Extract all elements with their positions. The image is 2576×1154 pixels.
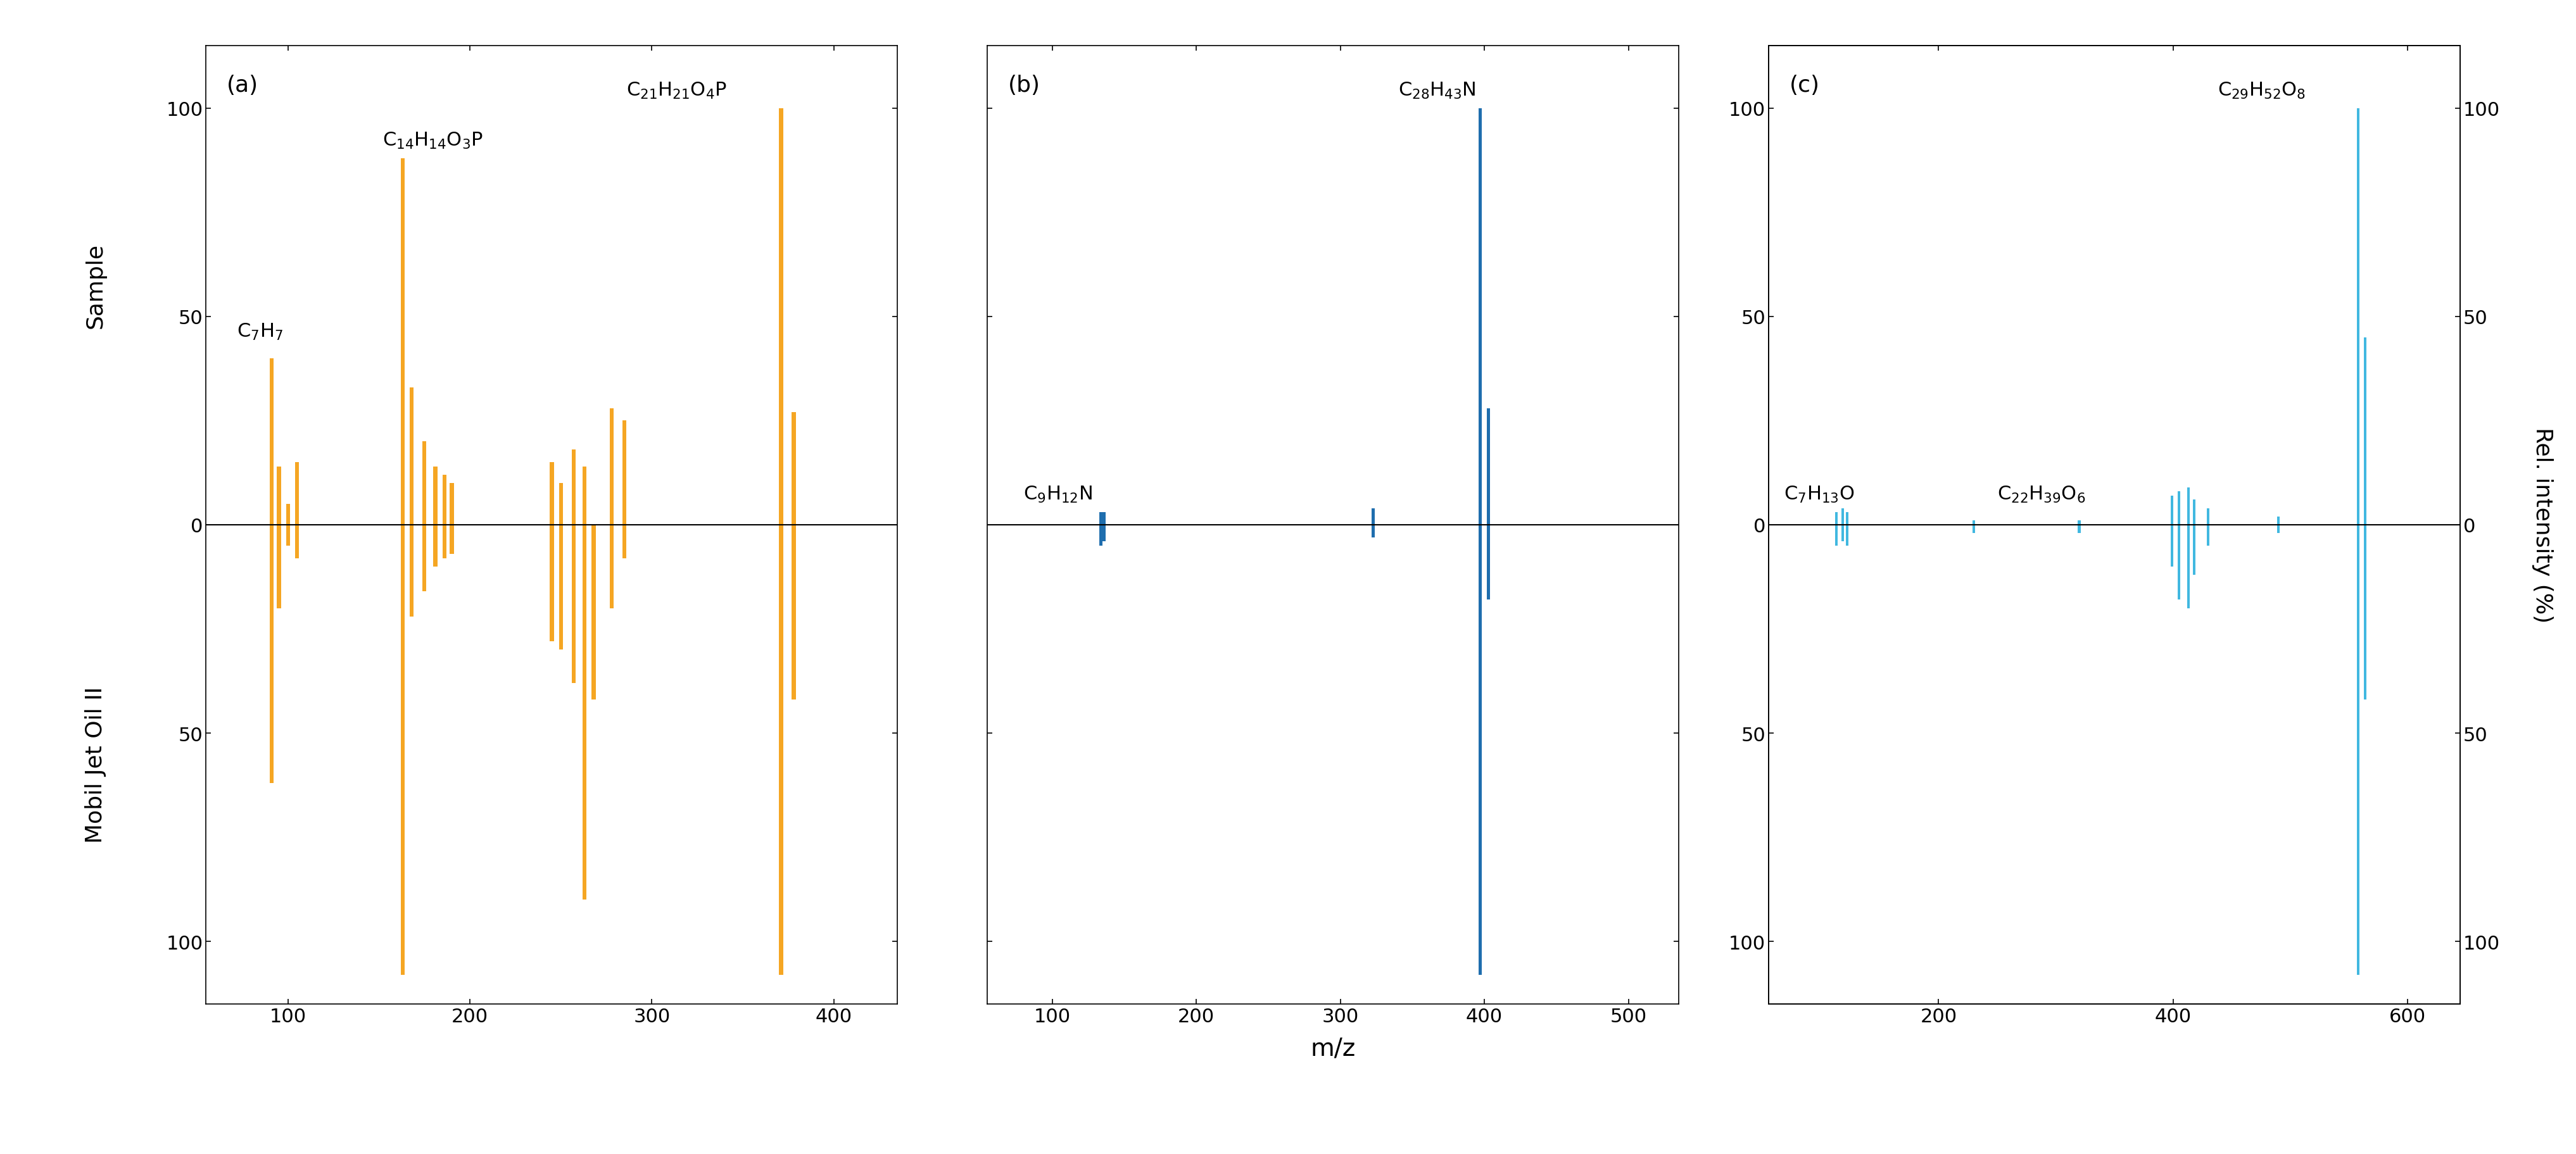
Bar (1103, 512, 1105, 525)
Text: Mobil Jet Oil II: Mobil Jet Oil II (85, 687, 106, 842)
Bar (286, 525, 291, 546)
Bar (778, 108, 783, 525)
Bar (276, 525, 281, 608)
Bar (1479, 525, 1481, 975)
Bar (410, 388, 415, 525)
Bar (2208, 509, 2210, 525)
Bar (592, 525, 595, 700)
Bar (582, 525, 587, 900)
Bar (2079, 525, 2081, 533)
Bar (1842, 525, 1844, 541)
Bar (1100, 512, 1103, 525)
Text: (a): (a) (227, 75, 258, 97)
Bar (2208, 525, 2210, 546)
Bar (2079, 520, 2081, 525)
Bar (402, 158, 404, 525)
Text: C$_9$H$_{12}$N: C$_9$H$_{12}$N (1023, 485, 1092, 504)
Bar (1100, 525, 1103, 546)
Bar (1486, 409, 1492, 525)
Bar (2357, 525, 2360, 975)
Bar (422, 442, 428, 525)
Text: (b): (b) (1007, 75, 1041, 97)
Bar (623, 421, 626, 525)
Bar (1973, 525, 1976, 533)
Bar (402, 525, 404, 975)
Bar (2365, 525, 2367, 700)
Text: C$_7$H$_{13}$O: C$_7$H$_{13}$O (1785, 485, 1855, 504)
Bar (778, 525, 783, 975)
Bar (2277, 517, 2280, 525)
Bar (611, 525, 613, 608)
Bar (1834, 525, 1837, 546)
Bar (443, 525, 446, 559)
Bar (296, 525, 299, 559)
Bar (451, 484, 453, 525)
Bar (2277, 525, 2280, 533)
Bar (2357, 108, 2360, 525)
Bar (1834, 512, 1837, 525)
Text: C$_{29}$H$_{52}$O$_8$: C$_{29}$H$_{52}$O$_8$ (2218, 81, 2306, 100)
Bar (2192, 500, 2195, 525)
Bar (443, 475, 446, 525)
Text: C$_{28}$H$_{43}$N: C$_{28}$H$_{43}$N (1399, 81, 1476, 100)
Bar (1373, 509, 1376, 525)
Bar (296, 463, 299, 525)
Bar (549, 463, 554, 525)
Text: C$_7$H$_7$: C$_7$H$_7$ (237, 322, 283, 342)
X-axis label: m/z: m/z (1311, 1036, 1355, 1061)
Text: C$_{21}$H$_{21}$O$_4$P: C$_{21}$H$_{21}$O$_4$P (626, 81, 726, 100)
Bar (623, 525, 626, 559)
Bar (2187, 525, 2190, 608)
Text: C$_{22}$H$_{39}$O$_6$: C$_{22}$H$_{39}$O$_6$ (1996, 485, 2087, 504)
Bar (2172, 496, 2174, 525)
Bar (2192, 525, 2195, 575)
Bar (2172, 525, 2174, 567)
Bar (791, 413, 796, 525)
Bar (270, 359, 273, 525)
Bar (559, 525, 564, 650)
Bar (1373, 525, 1376, 538)
Bar (2365, 338, 2367, 525)
Bar (582, 466, 587, 525)
Text: Sample: Sample (85, 242, 106, 329)
Bar (1973, 520, 1976, 525)
Bar (1486, 525, 1492, 600)
Bar (549, 525, 554, 642)
Bar (410, 525, 415, 616)
Text: (c): (c) (1790, 75, 1819, 97)
Bar (422, 525, 428, 592)
Bar (2177, 492, 2179, 525)
Bar (1479, 108, 1481, 525)
Bar (433, 525, 438, 567)
Bar (611, 409, 613, 525)
Bar (2187, 488, 2190, 525)
Bar (572, 450, 574, 525)
Bar (433, 466, 438, 525)
Bar (451, 525, 453, 554)
Bar (270, 525, 273, 784)
Bar (572, 525, 574, 683)
Y-axis label: Rel. intensity (%): Rel. intensity (%) (2532, 427, 2553, 623)
Bar (1847, 512, 1850, 525)
Text: C$_{14}$H$_{14}$O$_3$P: C$_{14}$H$_{14}$O$_3$P (384, 130, 484, 150)
Bar (791, 525, 796, 700)
Bar (276, 466, 281, 525)
Bar (286, 504, 291, 525)
Bar (559, 484, 564, 525)
Bar (1103, 525, 1105, 541)
Bar (2177, 525, 2179, 600)
Bar (1842, 509, 1844, 525)
Bar (1847, 525, 1850, 546)
